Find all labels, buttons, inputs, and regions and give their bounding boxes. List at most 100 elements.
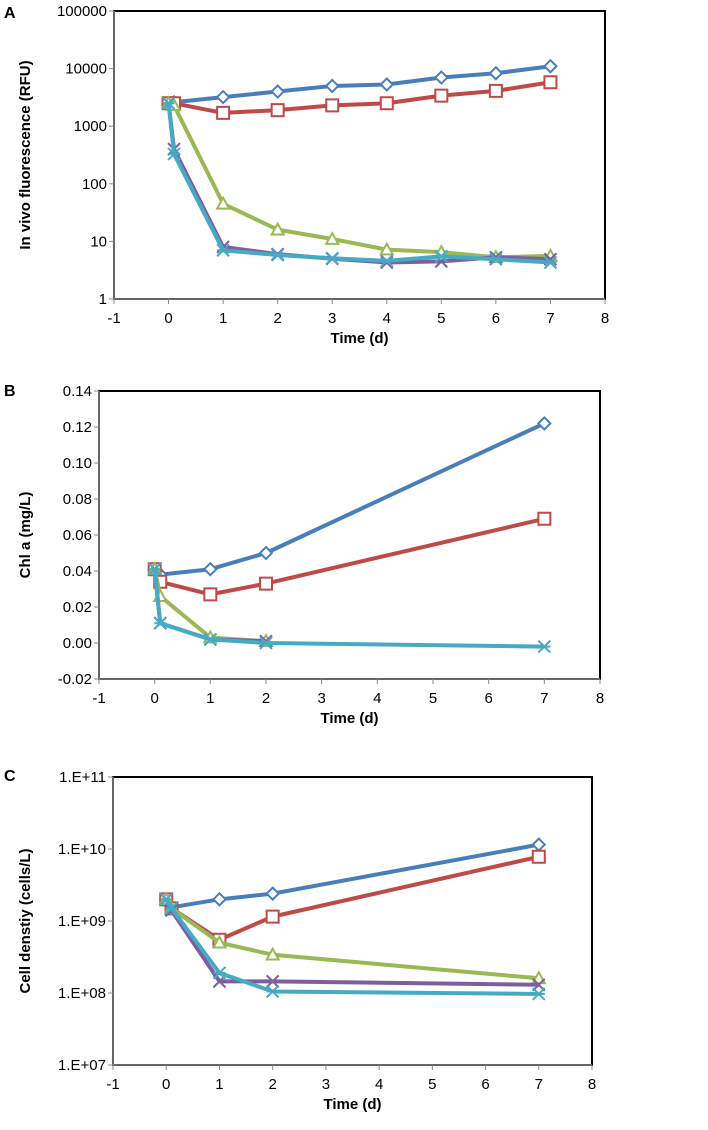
x-tick-label: 0 — [164, 310, 172, 327]
y-tick-label: 100 — [82, 176, 107, 193]
data-point-diamond — [324, 78, 340, 94]
x-tick-label: 4 — [383, 310, 391, 327]
y-tick-label: 0.00 — [63, 635, 92, 652]
data-point-asterisk — [167, 147, 181, 161]
series-square — [147, 511, 552, 602]
series-asterisk — [159, 892, 546, 1001]
data-point-square — [216, 105, 231, 120]
data-point-asterisk — [153, 616, 167, 630]
data-point-triangle — [379, 241, 395, 256]
x-tick-label: 6 — [492, 310, 500, 327]
x-tick-label: 8 — [596, 690, 604, 707]
data-point-asterisk — [259, 636, 273, 650]
x-tick-label: 1 — [206, 690, 214, 707]
data-point-asterisk — [532, 987, 546, 1001]
y-tick-label: 1.E+07 — [58, 1057, 106, 1074]
x-tick-label: 1 — [215, 1076, 223, 1093]
plot-frame — [112, 776, 593, 1066]
x-tick-label: 7 — [535, 1076, 543, 1093]
series-line — [166, 103, 551, 265]
series-asterisk — [147, 562, 552, 654]
x-tick-label: 2 — [262, 690, 270, 707]
x-tick-label: 7 — [546, 310, 554, 327]
data-point-triangle — [269, 221, 286, 236]
x-tick-label: 6 — [481, 1076, 489, 1093]
data-point-square — [259, 576, 273, 591]
x-axis-label: Time (d) — [323, 1096, 381, 1113]
data-point-square — [543, 75, 558, 90]
series-diamond — [147, 415, 552, 583]
panel-A: A -1 0 1 2 3 4 5 6 7 8 1 10 100 1000 10000 100000 Time (d… — [4, 3, 609, 347]
data-point-x — [265, 974, 280, 989]
data-point-asterisk — [489, 252, 503, 266]
data-point-asterisk — [325, 251, 339, 265]
x-tick-label: 8 — [601, 310, 609, 327]
data-point-asterisk — [216, 243, 230, 258]
data-point-square — [203, 587, 218, 602]
y-tick-label: 0.04 — [63, 563, 92, 580]
y-tick-label: 1000 — [74, 118, 107, 135]
data-point-diamond — [536, 415, 552, 431]
data-point-diamond — [433, 70, 449, 85]
x-tick-label: 2 — [268, 1076, 276, 1093]
x-tick-label: 6 — [484, 690, 492, 707]
x-axis-label: Time (d) — [330, 330, 388, 347]
x-tick-label: 8 — [588, 1076, 596, 1093]
series-diamond — [158, 837, 547, 915]
data-point-square — [537, 511, 552, 526]
x-tick-label: -1 — [107, 310, 120, 327]
series-line — [152, 516, 545, 597]
series-line — [153, 421, 546, 577]
y-tick-label: 1 — [99, 291, 107, 308]
x-tick-label: 5 — [429, 690, 437, 707]
panel-label: B — [4, 383, 16, 400]
panel-label: A — [4, 5, 16, 22]
panel-C: C -1 0 1 2 3 4 5 6 7 8 1.E+07 1.E+08 1.E+09 1.E+10 1.E+… — [4, 768, 596, 1113]
y-tick-label: 1.E+10 — [58, 841, 106, 858]
series-triangle — [160, 95, 559, 264]
data-point-diamond — [265, 886, 281, 902]
data-point-asterisk — [265, 984, 280, 999]
data-point-asterisk — [164, 901, 179, 916]
y-tick-label: 0.02 — [63, 599, 92, 616]
x-tick-label: 3 — [328, 310, 336, 327]
series-line — [167, 101, 551, 260]
data-point-square — [379, 96, 394, 111]
data-point-diamond — [531, 837, 547, 853]
data-point-asterisk — [212, 966, 227, 980]
y-tick-label: 1.E+08 — [58, 985, 106, 1002]
x-tick-label: 4 — [373, 690, 381, 707]
data-point-asterisk — [380, 254, 394, 268]
data-point-diamond — [215, 89, 231, 105]
x-tick-label: 3 — [317, 690, 325, 707]
panel-B: B -1 0 1 2 3 4 5 6 7 8 -0.02 0.00 0.02 0.04 0.06 0.08 0.1… — [4, 383, 604, 727]
x-tick-label: 1 — [219, 310, 227, 327]
data-point-square — [434, 88, 449, 103]
y-tick-label: 10000 — [65, 61, 107, 78]
data-point-diamond — [379, 77, 395, 92]
y-axis-label: In vivo fluorescence (RFU) — [17, 60, 34, 249]
x-tick-label: 5 — [437, 310, 445, 327]
y-tick-label: 0.14 — [63, 383, 92, 400]
x-tick-label: 5 — [428, 1076, 436, 1093]
x-tick-label: 7 — [540, 690, 548, 707]
x-tick-label: 3 — [322, 1076, 330, 1093]
x-axis-label: Time (d) — [320, 710, 378, 727]
series-asterisk — [161, 96, 558, 270]
data-point-triangle — [324, 230, 340, 245]
y-tick-label: 100000 — [57, 3, 107, 20]
data-point-square — [270, 103, 285, 118]
data-point-asterisk — [270, 248, 285, 262]
data-point-diamond — [488, 65, 504, 81]
y-tick-label: 10 — [90, 233, 107, 250]
y-tick-label: 1.E+09 — [58, 913, 106, 930]
data-point-triangle — [211, 934, 228, 949]
y-tick-label: 0.06 — [63, 527, 92, 544]
data-point-asterisk — [159, 892, 173, 907]
x-tick-label: 4 — [375, 1076, 383, 1093]
y-tick-label: 1.E+11 — [59, 769, 106, 786]
data-point-diamond — [543, 58, 558, 74]
x-tick-label: 2 — [273, 310, 281, 327]
data-point-diamond — [212, 891, 227, 907]
